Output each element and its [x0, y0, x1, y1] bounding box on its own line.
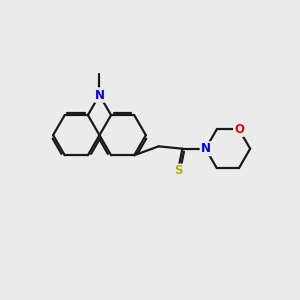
- Text: N: N: [94, 88, 104, 101]
- Text: O: O: [234, 123, 244, 136]
- Text: N: N: [201, 142, 211, 155]
- Text: S: S: [174, 164, 182, 178]
- Text: N: N: [94, 88, 104, 101]
